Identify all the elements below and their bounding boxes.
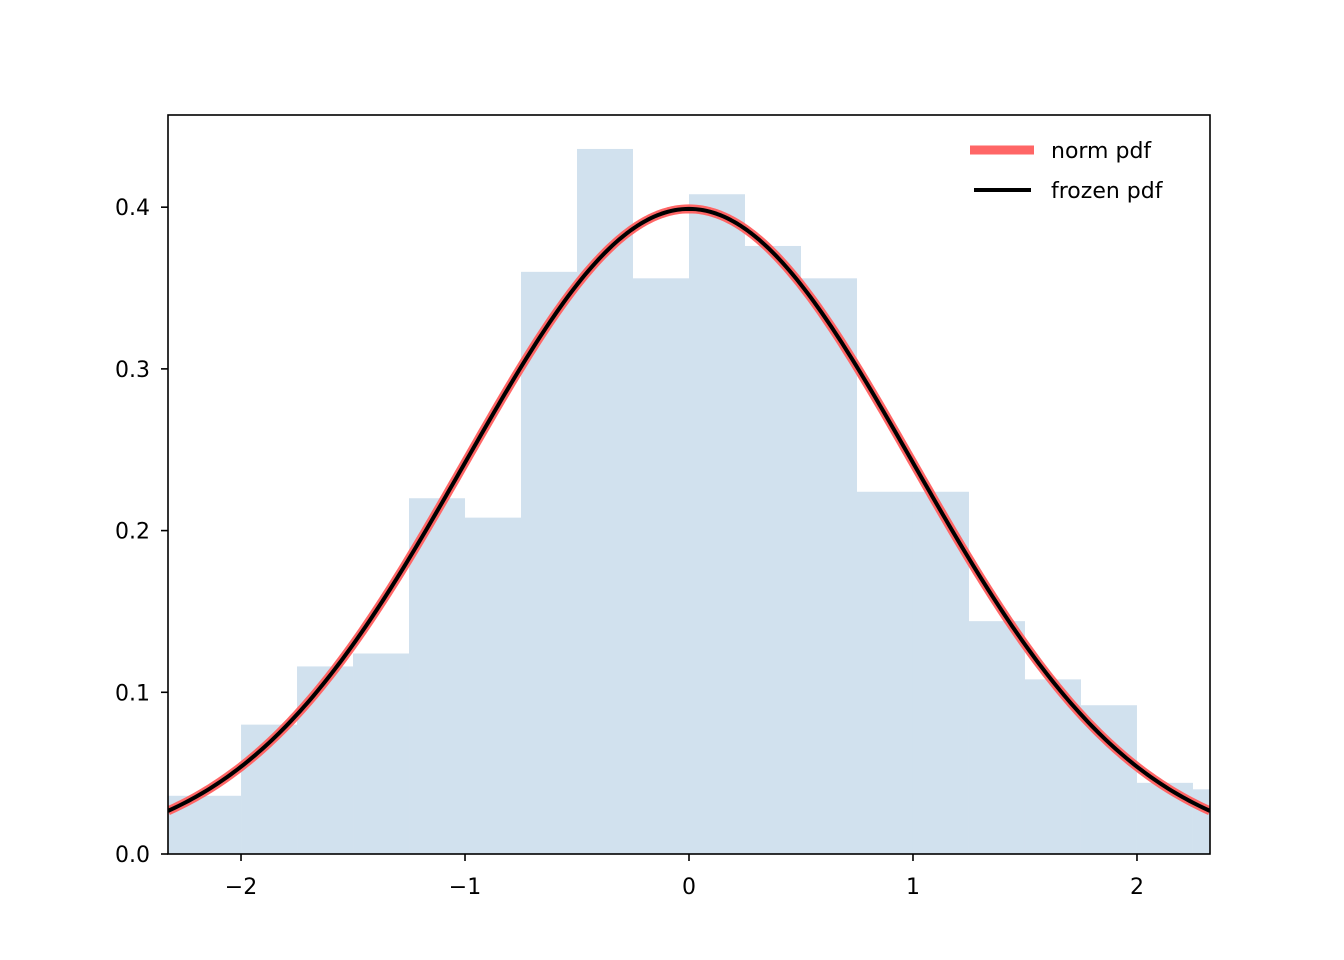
histogram-bar	[744, 245, 801, 855]
legend: norm pdf frozen pdf	[970, 139, 1164, 204]
histogram-bar	[353, 653, 410, 854]
histogram-bar	[465, 517, 522, 854]
histogram-bar	[912, 491, 969, 854]
x-tick-label: 0	[682, 875, 696, 900]
y-tick-label: 0.3	[115, 358, 150, 383]
x-tick-label: 1	[906, 875, 920, 900]
histogram-bar	[800, 278, 857, 854]
legend-label-frozen-pdf: frozen pdf	[1051, 179, 1164, 204]
x-tick-label: 2	[1130, 875, 1144, 900]
histogram-bar	[689, 194, 745, 854]
x-tick-label: −2	[225, 875, 257, 900]
histogram-bar	[297, 666, 354, 854]
y-tick-label: 0.2	[115, 520, 150, 545]
y-tick-label: 0.0	[115, 843, 150, 868]
histogram-bar	[856, 491, 913, 854]
y-tick-label: 0.1	[115, 681, 150, 706]
histogram-bar	[633, 278, 689, 854]
histogram-bar	[521, 271, 578, 854]
x-axis-ticks: −2 −1 0 1 2	[225, 854, 1144, 900]
y-tick-label: 0.4	[115, 196, 150, 221]
x-tick-label: −1	[449, 875, 481, 900]
series-line-frozen-pdf	[168, 206, 1210, 813]
legend-label-norm-pdf: norm pdf	[1051, 139, 1152, 164]
y-axis-ticks: 0.0 0.1 0.2 0.3 0.4	[115, 196, 168, 868]
pdf-curves	[168, 204, 1210, 815]
histogram-bar	[409, 498, 466, 854]
histogram-bar	[968, 621, 1025, 854]
histogram-bars	[168, 148, 1210, 855]
